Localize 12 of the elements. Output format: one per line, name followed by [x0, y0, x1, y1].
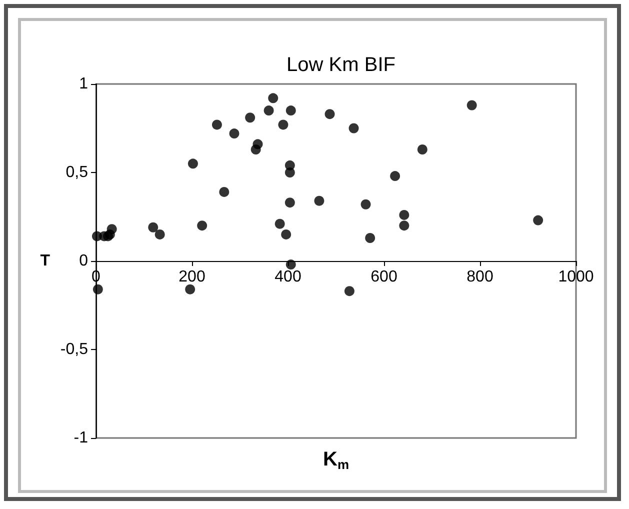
x-tick-label: 800 [466, 268, 494, 286]
chart-title: Low Km BIF [286, 54, 396, 76]
y-tick-label: -0,5 [60, 341, 88, 358]
y-tick-label: -1 [74, 430, 88, 446]
x-tick-label: 600 [370, 268, 398, 286]
y-tick-label: 0,5 [66, 164, 88, 181]
x-tick-label: 400 [274, 268, 302, 286]
y-tick-label: 1 [79, 76, 88, 92]
x-tick-label: 1000 [558, 268, 594, 286]
y-tick-label: 0 [79, 252, 88, 270]
x-tick-label: 200 [178, 268, 206, 286]
y-axis-title: T [40, 252, 50, 270]
